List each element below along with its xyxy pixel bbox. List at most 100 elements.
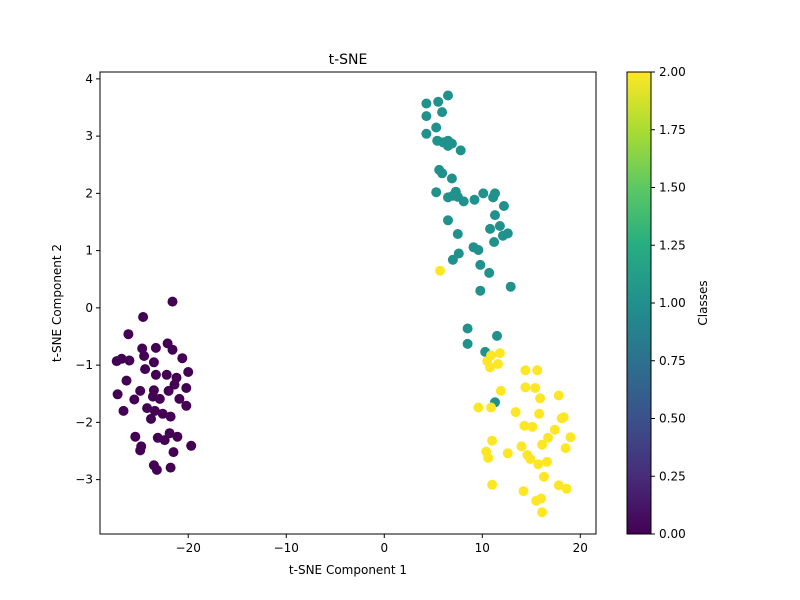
scatter-point-class-0: [151, 464, 162, 475]
colorbar-tick-label: 1.00: [659, 296, 686, 310]
scatter-point-class-2: [533, 459, 544, 470]
scatter-point-class-0: [148, 357, 159, 368]
scatter-point-class-1: [498, 201, 509, 211]
scatter-point-class-0: [121, 375, 132, 386]
scatter-point-class-2: [539, 471, 549, 482]
scatter-point-class-0: [177, 353, 188, 364]
points-layer: [111, 90, 576, 518]
x-axis-label: t-SNE Component 1: [289, 563, 407, 577]
scatter-point-class-2: [485, 362, 496, 373]
scatter-point-class-1: [478, 188, 489, 199]
scatter-point-class-2: [495, 385, 506, 396]
scatter-point-class-2: [531, 495, 542, 506]
scatter-point-class-1: [505, 281, 516, 292]
scatter-point-class-2: [530, 383, 541, 393]
scatter-point-class-0: [130, 431, 141, 442]
scatter-point-class-2: [561, 483, 572, 494]
scatter-point-class-0: [157, 408, 168, 419]
scatter-point-class-1: [437, 107, 448, 118]
colorbar: [626, 71, 652, 535]
colorbar-ticks: 0.00 0.25 0.50 0.75 1.00 1.25 1.50 1.75 2.00: [651, 65, 686, 541]
y-tick-label: −1: [75, 358, 93, 372]
scatter-point-class-2: [518, 486, 529, 497]
scatter-point-class-0: [161, 369, 172, 380]
scatter-point-class-0: [129, 394, 140, 405]
scatter-point-class-1: [421, 98, 432, 109]
scatter-point-class-0: [164, 428, 175, 439]
scatter-point-class-1: [443, 215, 453, 226]
scatter-point-class-2: [516, 441, 527, 452]
scatter-point-class-0: [167, 296, 178, 307]
scatter-point-class-0: [118, 405, 129, 416]
scatter-point-class-2: [520, 382, 531, 393]
scatter-point-class-0: [124, 355, 135, 366]
scatter-point-class-0: [159, 435, 170, 446]
scatter-point-class-2: [553, 480, 564, 491]
scatter-point-class-0: [142, 403, 153, 414]
scatter-point-class-1: [485, 223, 496, 234]
scatter-point-class-0: [150, 369, 161, 380]
scatter-point-class-1: [421, 128, 432, 139]
x-tick-label: −20: [176, 541, 201, 555]
scatter-point-class-2: [494, 348, 505, 359]
scatter-point-class-0: [137, 343, 148, 354]
scatter-point-class-0: [146, 413, 156, 424]
scatter-point-class-0: [183, 367, 194, 377]
scatter-point-class-0: [172, 431, 183, 442]
y-axis-ticks: −3 −2 −1 0 1 2 3 4: [75, 72, 100, 487]
y-tick-label: −3: [75, 473, 93, 487]
scatter-point-class-1: [475, 259, 486, 270]
scatter-point-class-2: [532, 365, 543, 376]
scatter-point-class-0: [149, 405, 160, 416]
x-axis-ticks: −20 −10 0 10 20: [176, 534, 588, 555]
y-tick-label: 0: [85, 301, 93, 315]
scatter-point-class-2: [525, 454, 536, 464]
x-tick-label: −10: [274, 541, 299, 555]
x-tick-label: 20: [573, 541, 588, 555]
scatter-point-class-0: [138, 312, 149, 322]
scatter-point-class-1: [421, 111, 432, 122]
scatter-point-class-0: [154, 393, 165, 404]
scatter-point-class-0: [150, 342, 161, 353]
scatter-point-class-0: [174, 393, 185, 404]
colorbar-tick-label: 0.25: [659, 469, 686, 483]
x-tick-label: 0: [380, 541, 388, 555]
y-tick-label: 4: [85, 72, 93, 86]
scatter-point-class-2: [565, 432, 576, 443]
scatter-point-class-1: [484, 267, 495, 278]
scatter-point-class-0: [139, 351, 150, 361]
scatter-point-class-2: [435, 265, 446, 276]
scatter-point-class-1: [458, 196, 469, 207]
y-tick-label: 1: [85, 244, 93, 258]
scatter-point-class-1: [502, 228, 513, 239]
scatter-point-class-1: [437, 168, 448, 179]
scatter-point-class-1: [490, 188, 500, 199]
scatter-point-class-1: [475, 285, 486, 296]
scatter-point-class-0: [181, 383, 192, 393]
scatter-point-class-1: [452, 229, 463, 239]
colorbar-tick-label: 2.00: [659, 65, 686, 79]
scatter-point-class-2: [560, 443, 571, 454]
scatter-point-class-2: [502, 448, 513, 459]
chart-title: t-SNE: [329, 52, 368, 68]
y-tick-label: −2: [75, 415, 93, 429]
scatter-point-class-2: [487, 435, 498, 446]
scatter-point-class-1: [492, 330, 502, 341]
scatter-point-class-2: [553, 390, 564, 401]
scatter-point-class-2: [473, 402, 484, 413]
scatter-point-class-0: [135, 385, 146, 396]
scatter-point-class-2: [527, 421, 538, 432]
scatter-point-class-1: [447, 254, 458, 265]
scatter-point-class-2: [519, 420, 530, 431]
y-tick-label: 3: [85, 129, 93, 143]
scatter-point-class-2: [542, 456, 552, 467]
scatter-point-class-2: [483, 452, 494, 463]
scatter-point-class-1: [462, 323, 473, 334]
scatter-point-class-0: [165, 462, 176, 473]
scatter-point-class-2: [493, 359, 503, 369]
scatter-point-class-1: [453, 248, 464, 259]
scatter-point-class-0: [169, 379, 180, 390]
colorbar-tick-label: 0.00: [659, 527, 686, 541]
scatter-point-class-1: [489, 237, 500, 247]
scatter-point-class-2: [543, 432, 553, 443]
